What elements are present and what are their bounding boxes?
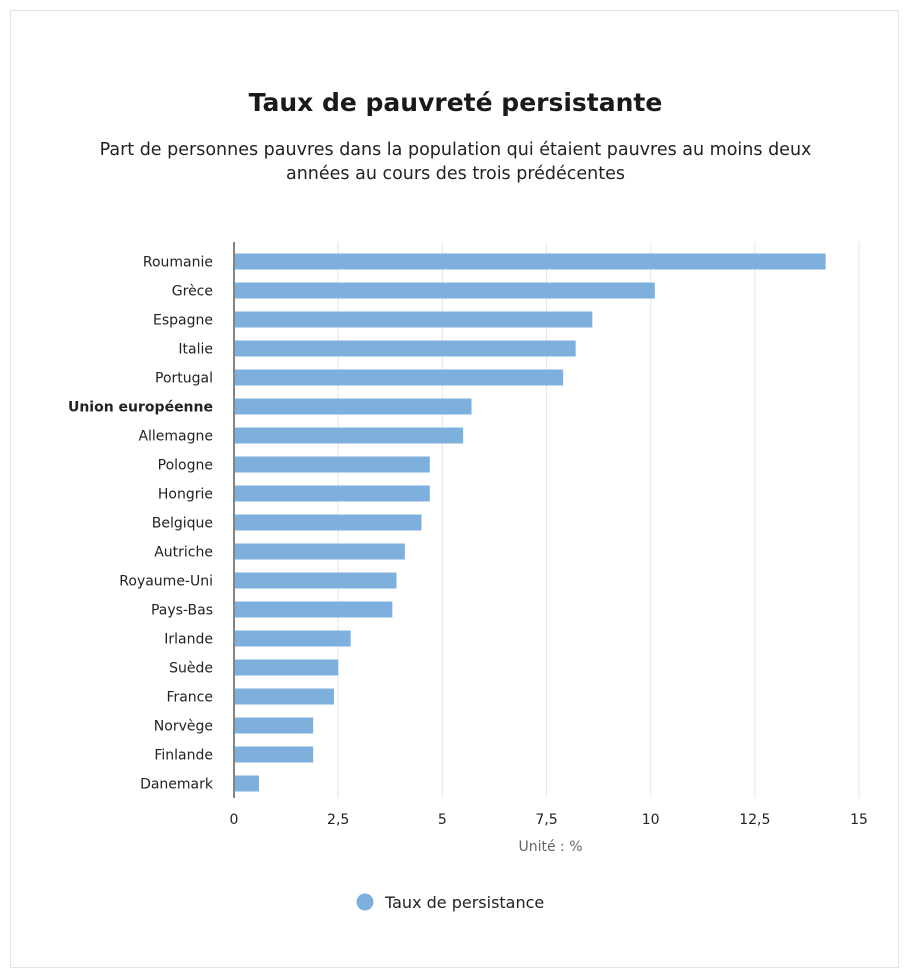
x-tick-label: 12,5 [739,812,770,828]
x-tick-label: 10 [642,812,660,828]
bar-pologne [235,456,430,473]
bar-allemagne [235,427,464,444]
category-label: Union européenne [68,400,213,416]
bar-finlande [235,746,314,763]
x-tick-label: 5 [438,812,447,828]
bar-danemark [235,775,259,792]
chart-subtitle: Part de personnes pauvres dans la popula… [99,140,812,184]
legend-marker [356,893,374,911]
x-tick-label: 15 [850,812,868,828]
category-label: Danemark [140,777,214,793]
bar-pays-bas [235,601,393,618]
category-label: Irlande [164,632,213,648]
x-tick-label: 2,5 [327,812,349,828]
bar-italie [235,340,576,357]
category-label: Portugal [155,371,213,387]
bar-france [235,688,334,705]
bar-belgique [235,514,422,531]
bar-hongrie [235,485,430,502]
category-label: Royaume-Uni [119,574,213,590]
x-tick-label: 7,5 [535,812,557,828]
chart-title: Taux de pauvreté persistante [248,88,663,117]
category-label: France [166,690,213,706]
bar-autriche [235,543,405,560]
category-label: Finlande [154,748,213,764]
category-label: Pologne [158,458,213,474]
x-tick-label: 0 [230,812,239,828]
chart-frame [10,10,899,968]
bar-norvège [235,717,314,734]
category-label: Allemagne [138,429,213,445]
bar-suède [235,659,339,676]
category-label: Autriche [154,545,213,561]
bar-espagne [235,311,593,328]
bar-union-européenne [235,398,472,415]
category-label: Roumanie [143,255,213,271]
category-label: Grèce [172,284,213,300]
bar-royaume-uni [235,572,397,589]
category-label: Pays-Bas [151,603,213,619]
bar-irlande [235,630,351,647]
bar-roumanie [235,253,826,270]
legend-label: Taux de persistance [384,893,544,912]
category-label: Suède [169,661,213,677]
bar-portugal [235,369,564,386]
category-label: Belgique [152,516,213,532]
category-label: Italie [178,342,213,358]
bar-grèce [235,282,655,299]
category-label: Espagne [153,313,213,329]
category-label: Norvège [154,719,213,735]
x-axis-label: Unité : % [518,839,582,855]
category-label: Hongrie [158,487,213,503]
